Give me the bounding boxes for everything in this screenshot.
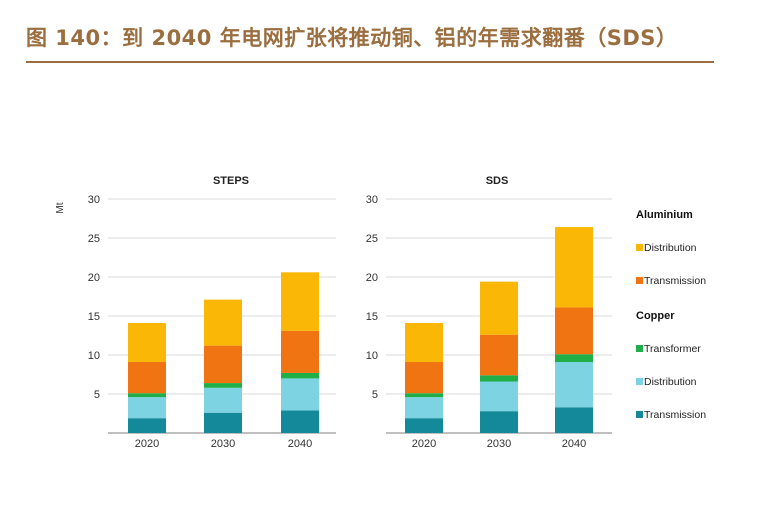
bar-segment-copper-transformer-2030 [480,375,518,382]
legend-heading-copper: Copper [636,310,675,322]
legend-swatch [636,345,643,352]
legend-swatch [636,244,643,251]
y-tick-label: 5 [372,389,378,401]
x-tick-label: 2040 [288,438,312,450]
bar-segment-aluminium-transmission-2040 [281,330,319,373]
legend-swatch [636,378,643,385]
y-tick-label: 20 [366,272,378,284]
bar-segment-copper-transformer-2020 [128,393,166,398]
bar-segment-aluminium-distribution-2020 [128,323,166,363]
bar-segment-copper-transformer-2040 [281,372,319,379]
bar-segment-aluminium-distribution-2030 [480,281,518,335]
legend-swatch [636,411,643,418]
bar-segment-aluminium-transmission-2030 [480,334,518,376]
bar-segment-aluminium-distribution-2040 [555,227,593,308]
bar-segment-copper-transmission-2030 [204,412,242,433]
y-tick-label: 15 [366,311,378,323]
bar-segment-copper-transformer-2040 [555,354,593,363]
title-underline [26,61,714,63]
bar-segment-aluminium-distribution-2040 [281,272,319,331]
legend-label-copper-transmission: Transmission [644,409,706,421]
y-tick-label: 20 [88,272,100,284]
bar-segment-copper-distribution-2020 [128,397,166,419]
bar-segment-copper-distribution-2040 [555,362,593,408]
legend-label-aluminium-distribution: Distribution [644,242,697,254]
y-tick-label: 30 [88,194,100,206]
bar-segment-aluminium-transmission-2020 [128,362,166,394]
y-tick-label: 30 [366,194,378,206]
bar-segment-aluminium-transmission-2030 [204,345,242,384]
bar-segment-copper-transmission-2020 [405,418,443,433]
bar-segment-aluminium-distribution-2020 [405,323,443,363]
y-tick-label: 25 [88,233,100,245]
y-tick-label: 10 [88,350,100,362]
legend-heading-aluminium: Aluminium [636,209,693,221]
bar-segment-copper-transformer-2020 [405,393,443,398]
legend-label-aluminium-transmission: Transmission [644,275,706,287]
x-tick-label: 2020 [135,438,159,450]
y-tick-label: 10 [366,350,378,362]
legend-label-copper-distribution: Distribution [644,376,697,388]
bar-segment-copper-transformer-2030 [204,383,242,388]
bar-segment-aluminium-transmission-2040 [555,307,593,355]
legend-label-copper-transformer: Transformer [644,343,701,355]
bar-segment-copper-transmission-2040 [281,410,319,433]
y-tick-label: 5 [94,389,100,401]
x-tick-label: 2040 [562,438,586,450]
bar-segment-copper-transmission-2040 [555,407,593,433]
y-axis-label: Mt [55,202,66,213]
x-tick-label: 2020 [412,438,436,450]
y-tick-label: 25 [366,233,378,245]
bar-segment-copper-transmission-2020 [128,418,166,433]
x-tick-label: 2030 [211,438,235,450]
chart-title: STEPS [213,175,249,187]
bar-segment-copper-transmission-2030 [480,411,518,433]
bar-segment-copper-distribution-2020 [405,397,443,419]
x-tick-label: 2030 [487,438,511,450]
bar-segment-copper-distribution-2040 [281,378,319,411]
figure-title: 图 140：到 2040 年电网扩张将推动铜、铝的年需求翻番（SDS） [26,26,678,50]
bar-segment-copper-distribution-2030 [204,387,242,413]
y-tick-label: 15 [88,311,100,323]
bar-segment-copper-distribution-2030 [480,381,518,412]
chart-title: SDS [486,175,509,187]
bar-segment-aluminium-transmission-2020 [405,362,443,394]
legend-swatch [636,277,643,284]
bar-segment-aluminium-distribution-2030 [204,299,242,346]
